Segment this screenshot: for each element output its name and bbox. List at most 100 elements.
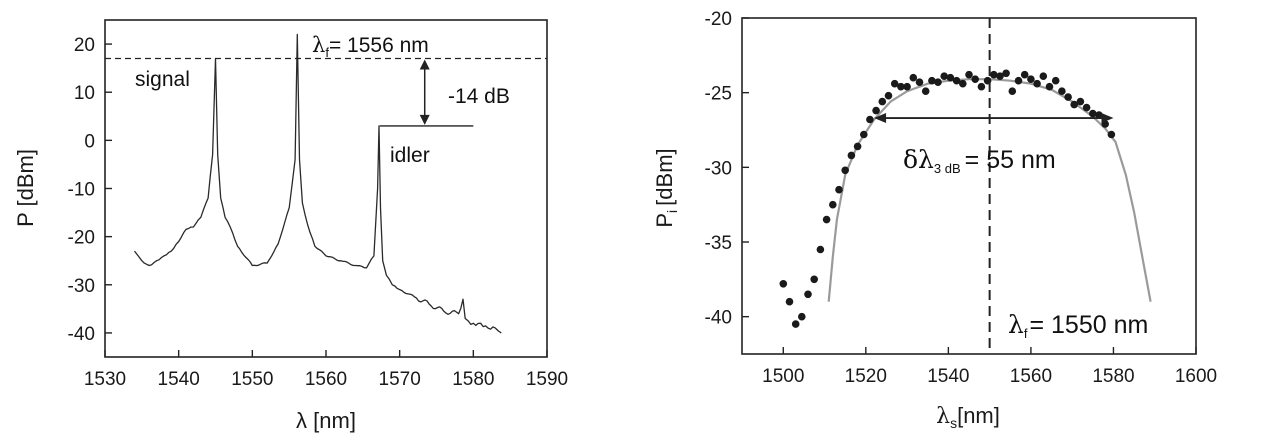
data-point <box>959 79 967 88</box>
data-point <box>884 91 893 100</box>
left-x-tick-label: 1540 <box>158 369 200 390</box>
left-x-axis-ticks: 1530 1540 1550 1560 1570 1580 1590 <box>84 350 568 390</box>
data-point <box>971 75 979 83</box>
left-y-tick-label: 20 <box>74 35 95 56</box>
left-y-tick-label: 0 <box>84 131 95 152</box>
bandwidth-value: = 55 nm <box>965 146 1056 174</box>
right-x-tick-label: 1540 <box>927 366 969 387</box>
left-x-tick-label: 1580 <box>452 369 494 390</box>
right-x-axis-label: λs[nm] <box>936 403 1000 431</box>
data-point <box>1008 87 1017 95</box>
right-y-tick-label: -40 <box>705 308 732 329</box>
left-pump-subscript: f <box>325 45 329 60</box>
left-y-axis-ticks: 20 10 0 -10 -20 -30 -40 <box>68 35 112 345</box>
data-point <box>1076 97 1085 106</box>
right-pump-symbol: λ <box>1008 310 1024 339</box>
right-y-tick-label: -30 <box>705 158 732 179</box>
right-y-tick-label: -25 <box>705 84 732 105</box>
data-point <box>1020 70 1029 79</box>
gap-label: -14 dB <box>448 85 510 108</box>
data-point <box>1027 75 1035 83</box>
right-x-tick-label: 1580 <box>1092 366 1134 387</box>
bandwidth-arrowhead-left <box>874 113 887 124</box>
data-point <box>860 130 868 139</box>
left-pump-label: λf= 1556 nm <box>312 33 429 60</box>
right-y-label-symbol: P <box>652 213 677 228</box>
right-y-tick-label: -20 <box>705 9 732 30</box>
bandwidth-arrowhead-right <box>1101 113 1114 124</box>
left-x-tick-label: 1550 <box>231 369 273 390</box>
data-point <box>934 78 942 86</box>
data-point <box>829 200 837 209</box>
data-point <box>1064 93 1072 101</box>
data-point <box>915 78 924 86</box>
left-x-axis-label: λ [nm] <box>296 408 356 433</box>
data-point <box>1002 69 1010 78</box>
data-point <box>1058 87 1066 95</box>
right-x-tick-label: 1560 <box>1010 366 1052 387</box>
left-spectrum-trace <box>133 33 502 334</box>
data-point <box>853 142 862 151</box>
right-y-label-subscript: i <box>664 210 680 213</box>
data-point <box>996 72 1004 80</box>
data-point <box>847 151 856 160</box>
right-x-label-symbol: λ <box>936 404 950 429</box>
right-data-points <box>779 69 1116 328</box>
right-x-axis-ticks: 1500 1520 1540 1560 1580 1600 <box>762 347 1217 387</box>
data-point <box>791 320 800 328</box>
data-point <box>940 72 948 80</box>
left-y-axis-label: P [dBm] <box>13 149 38 227</box>
left-x-tick-label: 1590 <box>526 369 568 390</box>
data-point <box>804 290 812 299</box>
data-point <box>1107 130 1116 139</box>
bandwidth-label: δλ3 dB = 55 nm <box>903 145 1056 176</box>
data-point <box>878 97 887 106</box>
data-point <box>872 106 880 115</box>
data-point <box>921 87 930 95</box>
left-pump-value: = 1556 nm <box>329 34 429 57</box>
right-y-axis-ticks: -20 -25 -30 -35 -40 <box>705 9 749 329</box>
data-point <box>1070 100 1078 109</box>
right-y-tick-label: -35 <box>705 233 732 254</box>
right-y-axis-label: Pi [dBm] <box>652 148 680 227</box>
right-x-tick-label: 1500 <box>762 366 804 387</box>
data-point <box>785 297 794 306</box>
data-point <box>779 280 788 288</box>
gap-arrowhead-bottom <box>419 114 430 125</box>
gap-arrowhead-top <box>419 59 430 70</box>
right-plot-frame <box>741 17 1197 355</box>
left-x-tick-label: 1570 <box>379 369 421 390</box>
right-chart: 1500 1520 1540 1560 1580 1600 -20 -25 -30 -35 -40… <box>652 9 1217 431</box>
left-y-tick-label: -20 <box>68 228 95 249</box>
left-y-tick-label: -30 <box>68 276 95 297</box>
data-point <box>835 185 843 194</box>
left-y-tick-label: 10 <box>74 83 95 104</box>
right-x-tick-label: 1600 <box>1175 366 1217 387</box>
idler-label: idler <box>390 144 430 167</box>
right-pump-label: λf= 1550 nm <box>1008 310 1148 341</box>
data-point <box>810 275 818 284</box>
left-y-tick-label: -10 <box>68 180 95 201</box>
data-point <box>1082 103 1091 112</box>
data-point <box>903 82 911 91</box>
data-point <box>1089 109 1097 118</box>
data-point <box>1095 111 1103 119</box>
data-point <box>841 166 849 175</box>
data-point <box>897 82 905 91</box>
data-point <box>909 73 918 82</box>
right-x-label-subscript: s <box>950 415 957 431</box>
left-x-tick-label: 1530 <box>84 369 126 390</box>
data-point <box>990 70 998 79</box>
bandwidth-symbol: δλ <box>903 145 934 174</box>
data-point <box>977 82 986 91</box>
data-point <box>965 70 973 79</box>
data-point <box>928 76 936 85</box>
signal-label: signal <box>135 68 190 91</box>
right-pump-value: = 1550 nm <box>1029 311 1148 339</box>
bandwidth-subscript: 3 dB <box>934 161 961 176</box>
right-x-label-unit: [nm] <box>957 403 1000 428</box>
right-y-label-unit: [dBm] <box>652 148 677 205</box>
data-point <box>822 215 831 224</box>
left-x-tick-label: 1560 <box>305 369 347 390</box>
